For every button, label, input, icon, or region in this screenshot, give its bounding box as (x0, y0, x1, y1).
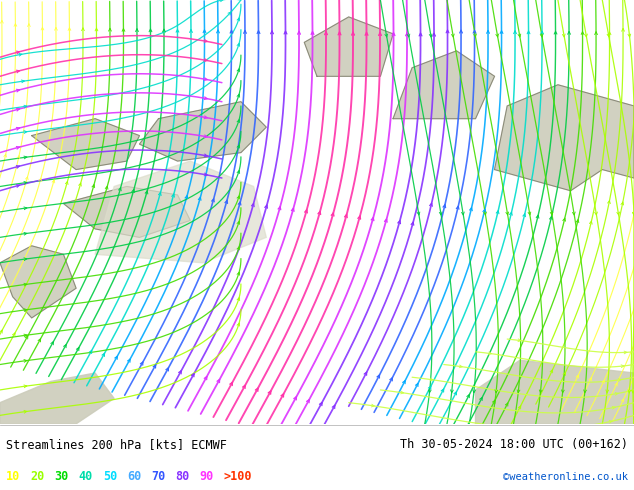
Polygon shape (0, 246, 76, 318)
Text: 10: 10 (6, 470, 20, 483)
Text: 30: 30 (55, 470, 68, 483)
Polygon shape (476, 360, 634, 424)
Text: 20: 20 (30, 470, 44, 483)
Polygon shape (304, 17, 393, 76)
Polygon shape (0, 373, 114, 424)
Text: 90: 90 (199, 470, 213, 483)
Text: Streamlines 200 hPa [kts] ECMWF: Streamlines 200 hPa [kts] ECMWF (6, 439, 227, 451)
Text: 80: 80 (175, 470, 189, 483)
Polygon shape (495, 85, 634, 191)
Text: 70: 70 (151, 470, 165, 483)
Text: ©weatheronline.co.uk: ©weatheronline.co.uk (503, 472, 628, 482)
Text: 50: 50 (103, 470, 117, 483)
Polygon shape (139, 102, 266, 161)
Text: 40: 40 (79, 470, 93, 483)
Text: 60: 60 (127, 470, 141, 483)
Text: >100: >100 (223, 470, 252, 483)
Polygon shape (95, 161, 266, 263)
Polygon shape (393, 51, 495, 119)
Polygon shape (32, 119, 139, 170)
Text: Th 30-05-2024 18:00 UTC (00+162): Th 30-05-2024 18:00 UTC (00+162) (399, 439, 628, 451)
Polygon shape (63, 187, 190, 237)
